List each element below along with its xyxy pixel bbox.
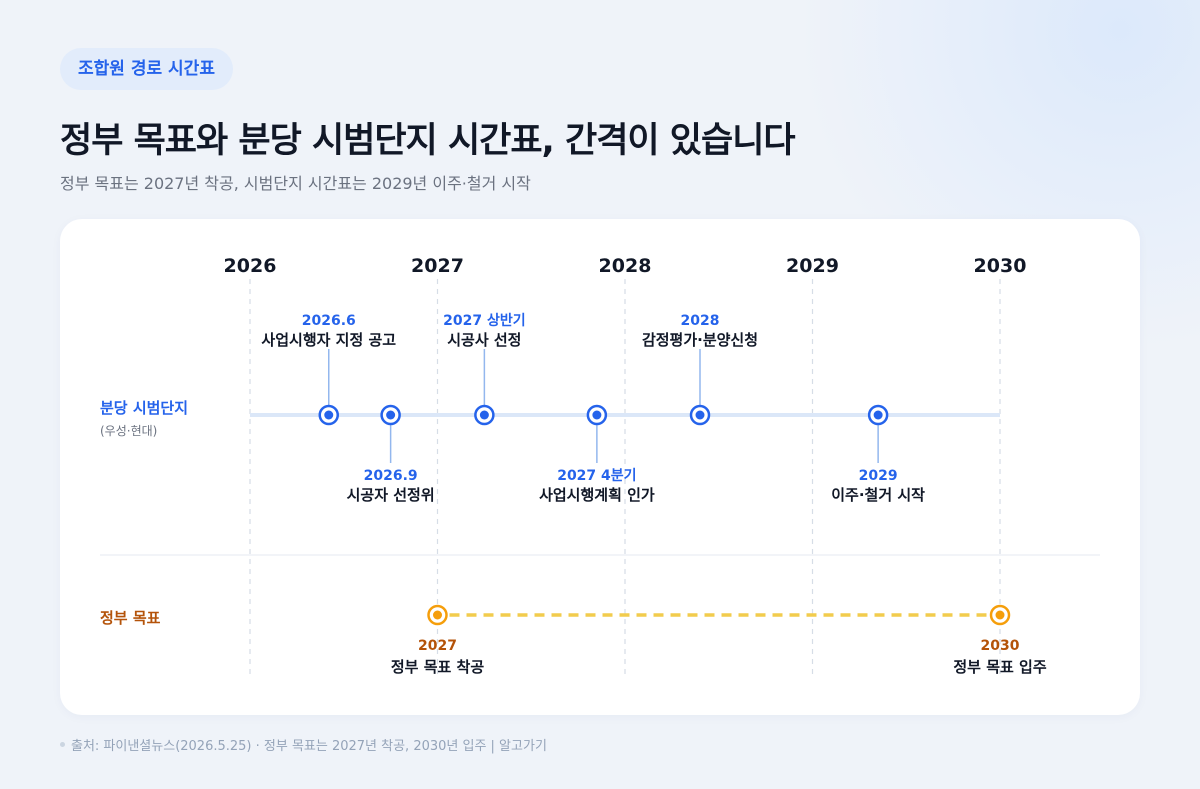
category-badge: 조합원 경로 시간표 — [60, 48, 233, 90]
timeline-chart: 2026 2027 2028 2029 2030 분당 시범단지 (우성·현대) 2026.6… — [100, 255, 1100, 679]
event-label: 사업시행계획 인가 — [539, 486, 655, 504]
target-marker-dot — [995, 610, 1005, 620]
event-date: 2029 — [859, 468, 898, 484]
year-label: 2027 — [411, 255, 464, 277]
page-title: 정부 목표와 분당 시범단지 시간표, 간격이 있습니다 — [60, 121, 796, 161]
event-marker-dot — [873, 410, 883, 420]
event-date: 2028 — [681, 313, 720, 329]
event-label: 시공자 선정위 — [347, 486, 435, 504]
bullet-icon — [60, 742, 65, 747]
event-marker-dot — [386, 410, 396, 420]
event-label: 사업시행자 지정 공고 — [261, 331, 396, 349]
target-date: 2030 — [981, 638, 1020, 654]
target-label: 정부 목표 입주 — [953, 658, 1046, 676]
event-label: 시공사 선정 — [447, 331, 521, 349]
event-date: 2026.9 — [364, 468, 418, 484]
year-label: 2028 — [599, 255, 652, 277]
lane-sublabel: (우성·현대) — [100, 424, 157, 438]
page-subtitle: 정부 목표는 2027년 착공, 시범단지 시간표는 2029년 이주·철거 시… — [60, 174, 531, 193]
target-date: 2027 — [418, 638, 457, 654]
lane-label-government: 정부 목표 — [100, 609, 161, 627]
event-marker-dot — [695, 410, 705, 420]
event-marker-dot — [479, 410, 489, 420]
event-label: 감정평가·분양신청 — [642, 331, 758, 349]
source-text: 출처: 파이낸셜뉴스(2026.5.25) · 정부 목표는 2027년 착공,… — [71, 739, 547, 754]
year-label: 2029 — [786, 255, 839, 277]
source-footer: 출처: 파이낸셜뉴스(2026.5.25) · 정부 목표는 2027년 착공,… — [60, 735, 547, 754]
event-marker-dot — [592, 410, 602, 420]
target-marker-dot — [433, 610, 442, 620]
event-date: 2027 상반기 — [443, 312, 525, 329]
year-label: 2030 — [974, 255, 1027, 277]
timeline-card: 2026 2027 2028 2029 2030 분당 시범단지 (우성·현대) 2026.6… — [60, 219, 1140, 715]
target-label: 정부 목표 착공 — [391, 658, 484, 676]
year-label: 2026 — [224, 255, 277, 277]
event-label: 이주·철거 시작 — [831, 486, 925, 504]
lane-label-schedule: 분당 시범단지 — [100, 399, 188, 417]
event-date: 2027 4분기 — [557, 468, 636, 484]
event-marker-dot — [324, 410, 334, 420]
event-date: 2026.6 — [302, 313, 356, 329]
